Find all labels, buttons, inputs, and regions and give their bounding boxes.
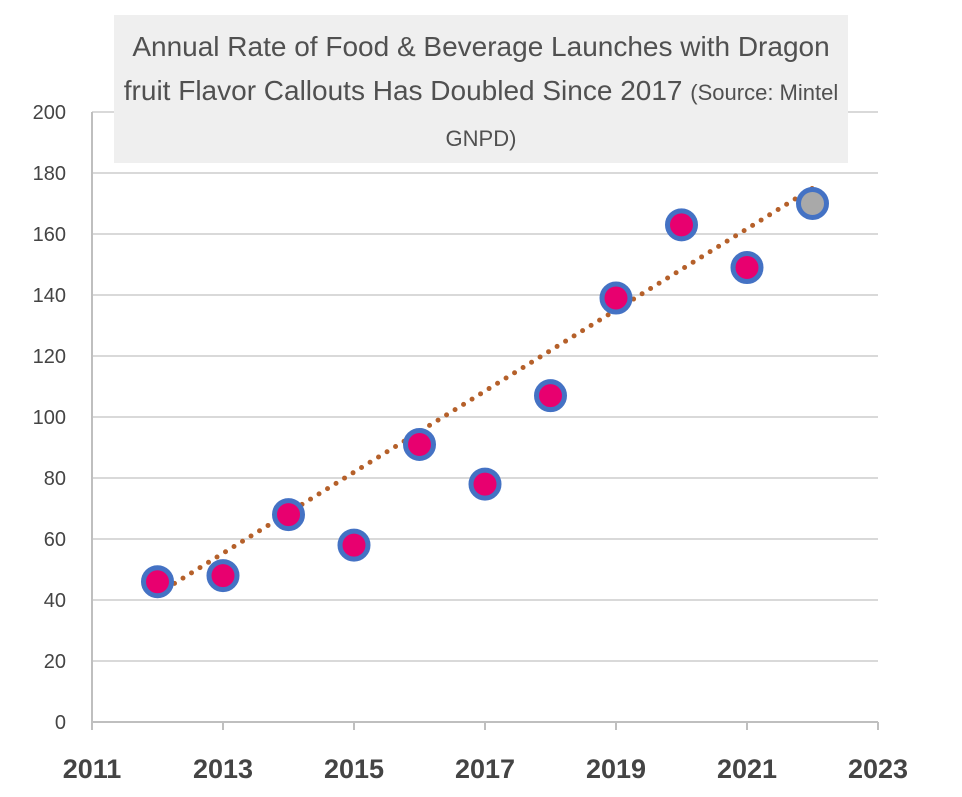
y-tick-label-160: 160 [33,224,66,246]
data-points [141,187,829,599]
y-tick-label-40: 40 [44,590,66,612]
x-tick-label-2013: 2013 [193,754,253,784]
y-tick-label-120: 120 [33,346,66,368]
x-tick-labels: 2011 2013 2015 2017 2019 2021 2023 [63,754,908,784]
data-point-2017 [468,467,502,501]
x-tick-label-2011: 2011 [63,754,122,784]
y-tick-label-80: 80 [44,468,66,490]
y-tick-label-140: 140 [33,285,66,307]
data-point-2020 [665,208,698,242]
y-tick-label-180: 180 [33,163,66,185]
x-tick-label-2023: 2023 [848,754,908,784]
trendline-group [155,185,815,597]
axes [91,112,879,730]
y-tick-label-100: 100 [33,407,66,429]
chart-title: Annual Rate of Food & Beverage Launches … [114,25,848,161]
trendline [155,185,815,597]
data-point-2022 [796,187,829,220]
data-point-2014 [272,498,305,532]
data-point-2018 [534,379,567,413]
y-tick-label-200: 200 [33,102,66,124]
y-tick-labels: 0 20 40 60 80 100 120 140 160 180 200 [33,102,66,734]
data-point-2019 [599,281,633,315]
data-point-2013 [206,559,240,593]
data-point-2016 [403,427,436,461]
x-tick-label-2017: 2017 [455,754,515,784]
chart-title-main: Annual Rate of Food & Beverage Launches … [123,31,830,106]
data-point-2021 [730,251,764,285]
chart-title-source: (Source: Mintel GNPD) [445,80,839,151]
y-tick-label-20: 20 [44,651,66,673]
data-point-2015 [337,528,371,562]
x-tick-label-2019: 2019 [586,754,646,784]
chart-title-box: Annual Rate of Food & Beverage Launches … [114,15,848,163]
data-point-2012 [141,565,174,599]
y-tick-label-60: 60 [44,529,66,551]
x-tick-label-2015: 2015 [324,754,384,784]
x-tick-label-2021: 2021 [717,754,777,784]
y-tick-label-0: 0 [55,712,66,734]
